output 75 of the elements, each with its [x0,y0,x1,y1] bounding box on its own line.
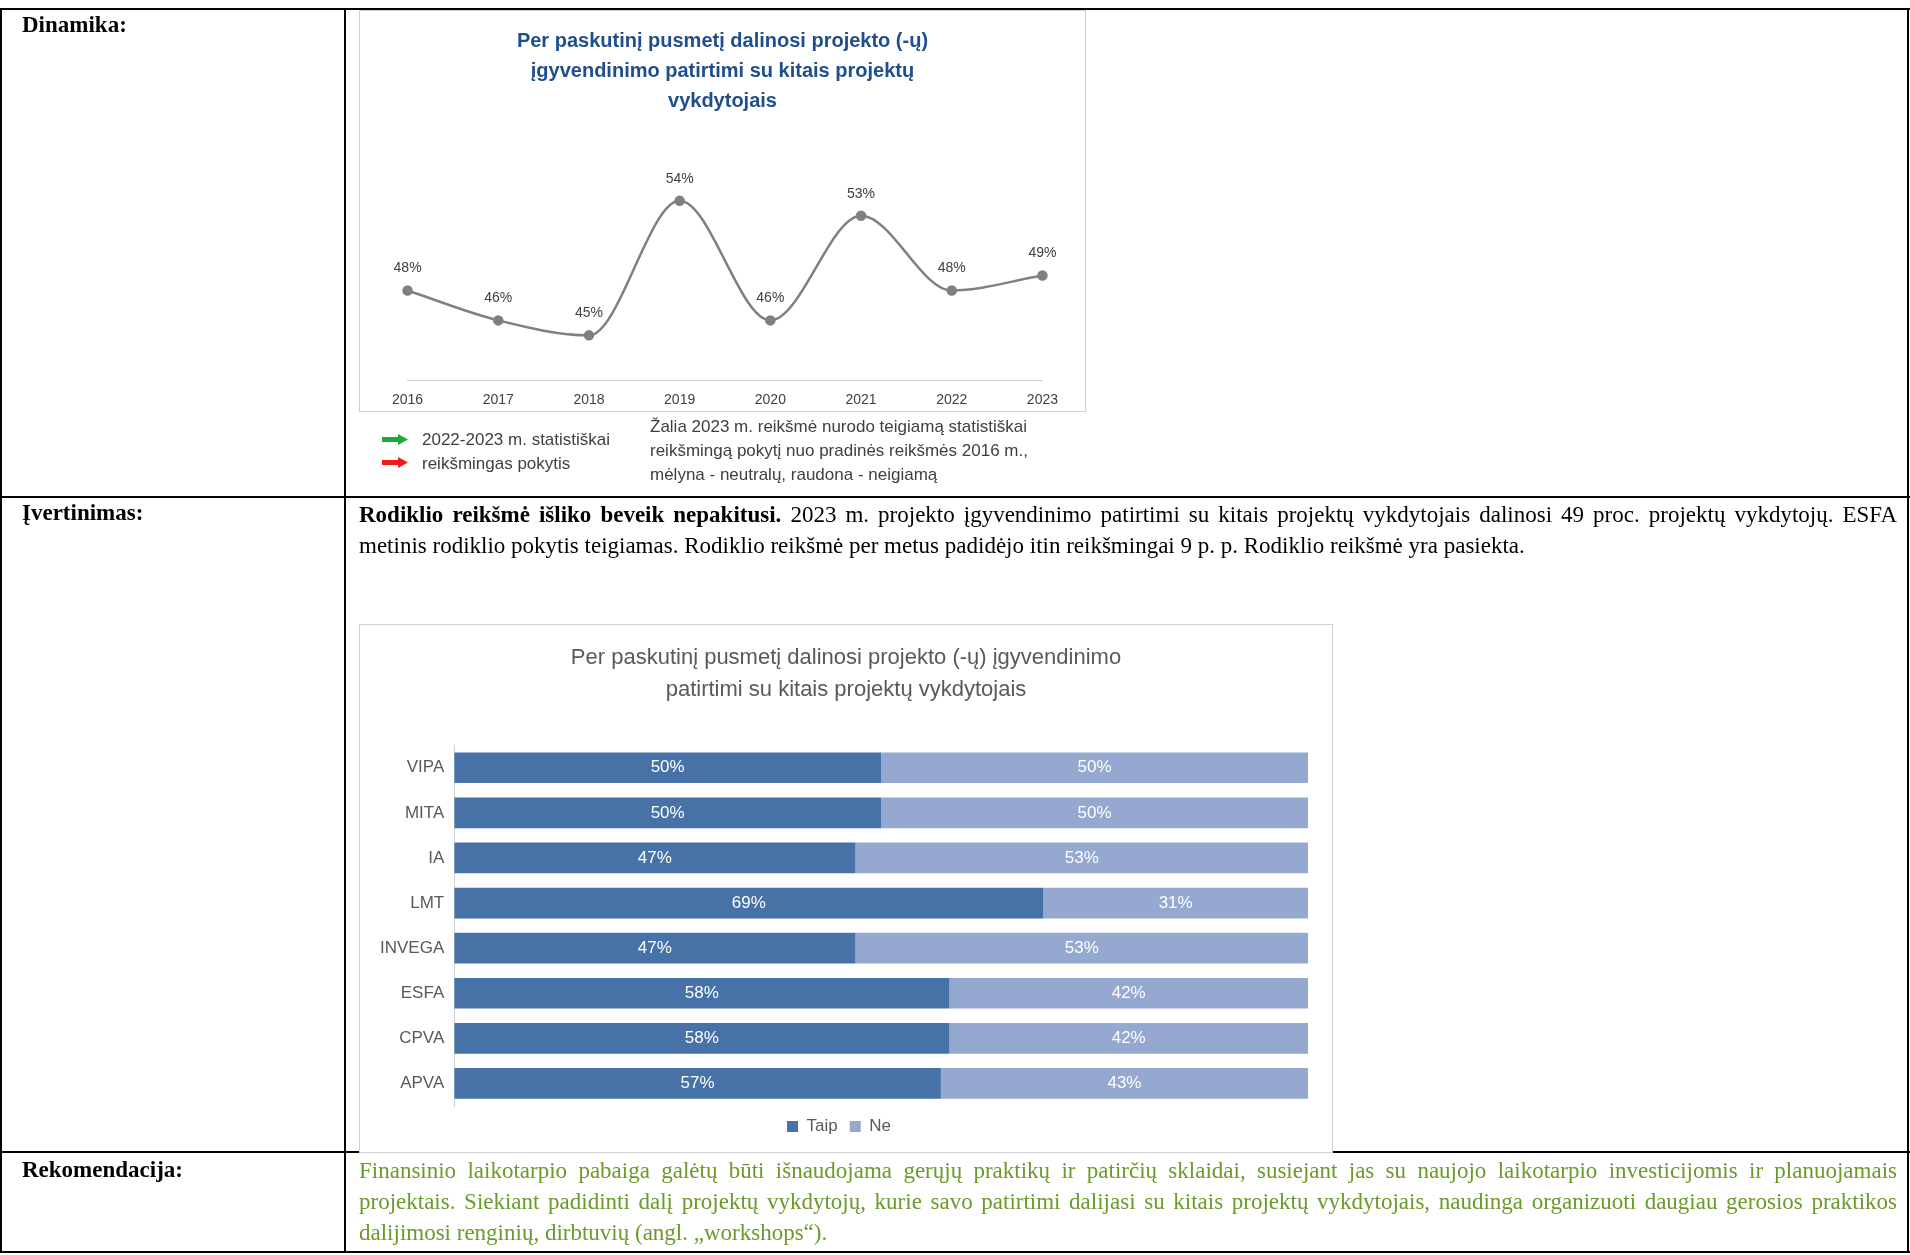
point [855,210,867,221]
point [402,285,413,296]
data-label: 50% [650,757,685,777]
chart-title: Per paskutinį pusmetį dalinosi projekto (-ų) įgyvendinimo patirtimi su kitais projektų vykdytojais [515,28,930,113]
point [946,285,957,296]
bar [949,1023,1308,1054]
bar [454,1068,941,1099]
data-label: 57% [680,1073,715,1093]
data-label: 50% [1077,802,1112,822]
bar [454,887,1044,919]
data-label: 47% [637,937,672,957]
y-tick-label: VIPA [406,757,445,777]
data-label: 47% [637,847,672,867]
x-tick-label: 2016 [391,391,424,408]
bar [881,797,1308,829]
x-tick-label: 2023 [1026,391,1059,408]
bar [940,1068,1308,1099]
point [765,315,776,326]
point [1037,270,1048,281]
bar [454,932,856,964]
y-tick-label: IA [428,847,445,867]
text: 2022-2023 m. statistiškai reikšmingas pokytis [422,429,612,475]
bar [1043,887,1308,919]
data-label: 45% [574,304,603,321]
data-label: 42% [1111,982,1146,1002]
data-label: 58% [684,982,719,1002]
chart-title: Per paskutinį pusmetį dalinosi projekto (-ų) įgyvendinimo patirtimi su kitais projektų vykdytojais [569,643,1123,703]
data-label: 53% [1064,847,1099,867]
data-label: 50% [650,802,685,822]
x-tick-label: 2020 [754,391,787,408]
legend-label: Taip [806,1116,838,1136]
y-tick-label: LMT [410,892,445,912]
data-label: 69% [731,892,766,912]
point [674,195,685,207]
bar [881,752,1308,784]
text: Rodiklio reikšmė išliko beveik nepakitusi. [359,502,782,527]
y-tick-label: CPVA [399,1028,445,1048]
y-tick-label: MITA [404,802,445,822]
data-label: 49% [1028,244,1057,261]
x-tick-label: 2018 [573,391,605,408]
text: Rekomendacija: [22,1157,183,1183]
data-label: 43% [1107,1073,1142,1093]
bar [454,842,856,874]
data-label: 53% [847,184,876,201]
text: Žalia 2023 m. reikšmė nurodo teigiamą statistiškai reikšmingą pokytį nuo pradinės reikšmės 2016 m., mėlyna - neutralų, raudona - neigiamą [650,416,1029,486]
legend-label: Ne [869,1116,891,1136]
data-label: 58% [684,1028,719,1048]
bar [855,842,1308,874]
point [583,330,595,341]
x-tick-label: 2019 [664,391,696,408]
text: Dinamika: [22,12,127,38]
text: Įvertinimas: [22,500,144,526]
y-tick-label: INVEGA [379,937,445,957]
bar [855,932,1308,964]
point [493,315,504,326]
data-label: 48% [393,259,422,276]
data-label: 31% [1158,892,1193,912]
x-tick-label: 2017 [482,391,515,408]
data-label: 50% [1077,757,1112,777]
bar [454,752,882,784]
y-tick-label: ESFA [400,982,445,1002]
bar [949,977,1308,1009]
x-tick-label: 2021 [845,391,877,408]
bar [454,1023,950,1054]
data-label: 48% [937,259,966,276]
data-label: 46% [484,289,513,306]
y-tick-label: APVA [400,1073,445,1093]
data-label: 42% [1111,1028,1146,1048]
bar [454,977,950,1009]
data-label: 53% [1064,937,1099,957]
x-tick-label: 2022 [936,391,968,408]
text: Finansinio laikotarpio pabaiga galėtų būti išnaudojama gerųjų praktikų ir patirčių sklaidai, susiejant jas su naujojo laikotarpio investicijomis ir planuojamais projektais. Siekiant padidinti dalį projektų vykdytojų, kurie savo patirtimi dalijasi su kitais projektų vykdytojais, naudinga organizuoti daugiau gerosios praktikos dalijimosi renginių, dirbtuvių (angl. „workshops“). [359,1157,1897,1247]
data-label: 54% [665,169,694,186]
bar [454,797,882,829]
data-label: 46% [756,289,785,306]
